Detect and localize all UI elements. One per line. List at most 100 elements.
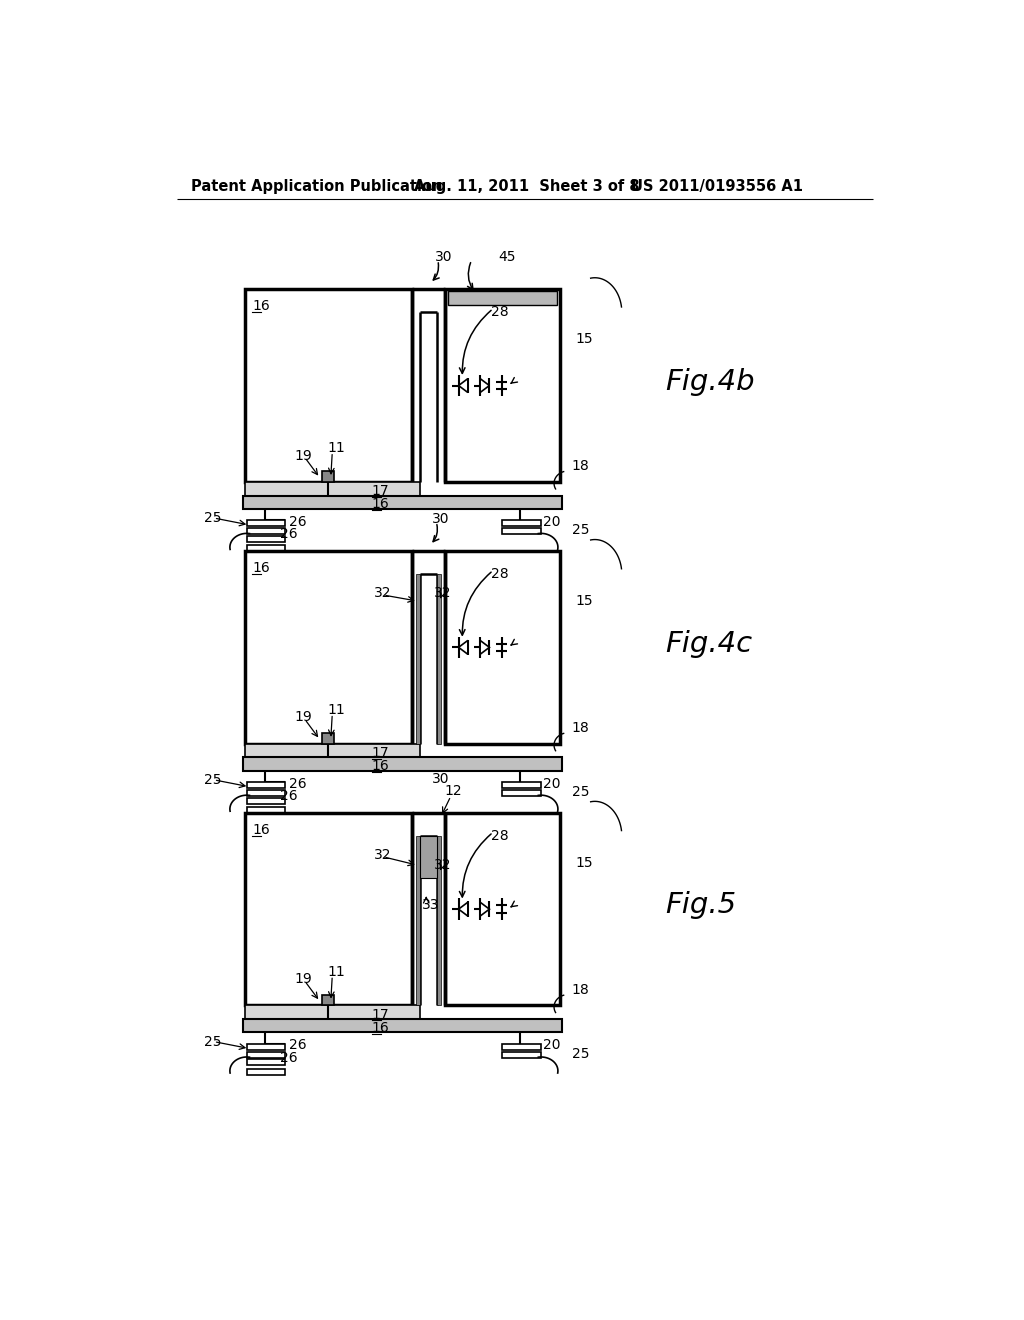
Text: 28: 28 (490, 305, 509, 319)
Bar (247, 545, 286, 552)
Bar (444, 813, 560, 1006)
Polygon shape (459, 640, 468, 655)
Bar (245, 813, 413, 1006)
Bar (245, 482, 420, 496)
Text: 16: 16 (372, 498, 389, 511)
Text: 32: 32 (434, 586, 452, 601)
Text: 26: 26 (289, 515, 307, 529)
Bar (247, 797, 286, 804)
Bar (247, 520, 286, 527)
Bar (247, 1059, 286, 1065)
Text: US 2011/0193556 A1: US 2011/0193556 A1 (631, 178, 803, 194)
Text: 18: 18 (571, 721, 590, 735)
Text: 25: 25 (205, 772, 222, 787)
Bar (245, 743, 420, 758)
Text: 18: 18 (571, 459, 590, 474)
Text: 26: 26 (289, 1039, 307, 1052)
Text: 25: 25 (571, 1047, 589, 1061)
Text: Fig.4b: Fig.4b (666, 368, 756, 396)
Bar (243, 495, 562, 508)
Bar (416, 574, 420, 743)
Bar (503, 1052, 541, 1057)
Text: 26: 26 (280, 789, 298, 803)
Text: 19: 19 (295, 973, 312, 986)
Bar (437, 836, 441, 1006)
Text: 18: 18 (571, 983, 590, 997)
Bar (247, 1044, 286, 1051)
Bar (322, 995, 334, 1006)
Polygon shape (480, 379, 489, 392)
Text: 25: 25 (571, 785, 589, 799)
Bar (247, 789, 286, 796)
Text: 25: 25 (571, 523, 589, 537)
Bar (247, 807, 286, 813)
Bar (503, 528, 541, 535)
Bar (444, 289, 560, 482)
Polygon shape (459, 379, 468, 392)
Text: 30: 30 (432, 512, 450, 525)
Bar (247, 1052, 286, 1057)
Text: 15: 15 (575, 333, 593, 346)
Text: 32: 32 (434, 858, 452, 873)
Text: 17: 17 (372, 484, 389, 498)
Text: 20: 20 (544, 1039, 561, 1052)
Text: 28: 28 (490, 829, 509, 843)
Text: 33: 33 (422, 899, 439, 912)
Bar (437, 574, 441, 743)
Text: 28: 28 (490, 568, 509, 581)
Text: 12: 12 (444, 784, 463, 799)
Bar (503, 781, 541, 788)
Bar (322, 733, 334, 743)
Text: 26: 26 (280, 527, 298, 541)
Text: 32: 32 (374, 586, 391, 601)
Polygon shape (480, 640, 489, 655)
Bar (245, 552, 413, 743)
Text: 11: 11 (328, 965, 345, 978)
Text: Fig.4c: Fig.4c (666, 630, 753, 657)
Bar (503, 520, 541, 527)
Text: 17: 17 (372, 1007, 389, 1022)
Text: 19: 19 (295, 449, 312, 462)
Text: 45: 45 (499, 249, 516, 264)
Bar (247, 1069, 286, 1074)
Text: 20: 20 (544, 776, 561, 791)
Bar (243, 758, 562, 771)
Text: 26: 26 (280, 1051, 298, 1065)
Text: 16: 16 (252, 300, 270, 313)
Bar (243, 1019, 562, 1032)
Text: 15: 15 (575, 594, 593, 609)
Bar (416, 836, 420, 1006)
Text: 25: 25 (205, 511, 222, 525)
Text: 16: 16 (372, 759, 389, 774)
Text: 26: 26 (289, 776, 307, 791)
Text: 15: 15 (575, 855, 593, 870)
Text: Fig.5: Fig.5 (666, 891, 737, 919)
Bar (245, 289, 413, 482)
Text: 19: 19 (295, 710, 312, 725)
Bar (247, 536, 286, 543)
Bar (503, 1044, 541, 1051)
Text: 16: 16 (252, 822, 270, 837)
Text: 30: 30 (432, 772, 450, 785)
Bar (447, 290, 557, 305)
Text: 17: 17 (372, 746, 389, 760)
Text: 25: 25 (205, 1035, 222, 1048)
Text: 16: 16 (372, 1020, 389, 1035)
Bar (420, 836, 437, 878)
Bar (247, 528, 286, 535)
Text: 30: 30 (435, 249, 453, 264)
Text: 11: 11 (328, 441, 345, 455)
Text: 20: 20 (544, 515, 561, 529)
Text: Patent Application Publication: Patent Application Publication (190, 178, 442, 194)
Bar (322, 471, 334, 482)
Bar (245, 1006, 420, 1019)
Bar (444, 552, 560, 743)
Polygon shape (480, 903, 489, 916)
Text: 11: 11 (328, 702, 345, 717)
Bar (503, 789, 541, 796)
Text: 32: 32 (374, 849, 391, 862)
Polygon shape (459, 903, 468, 916)
Text: Aug. 11, 2011  Sheet 3 of 8: Aug. 11, 2011 Sheet 3 of 8 (414, 178, 640, 194)
Text: 16: 16 (252, 561, 270, 576)
Bar (247, 781, 286, 788)
